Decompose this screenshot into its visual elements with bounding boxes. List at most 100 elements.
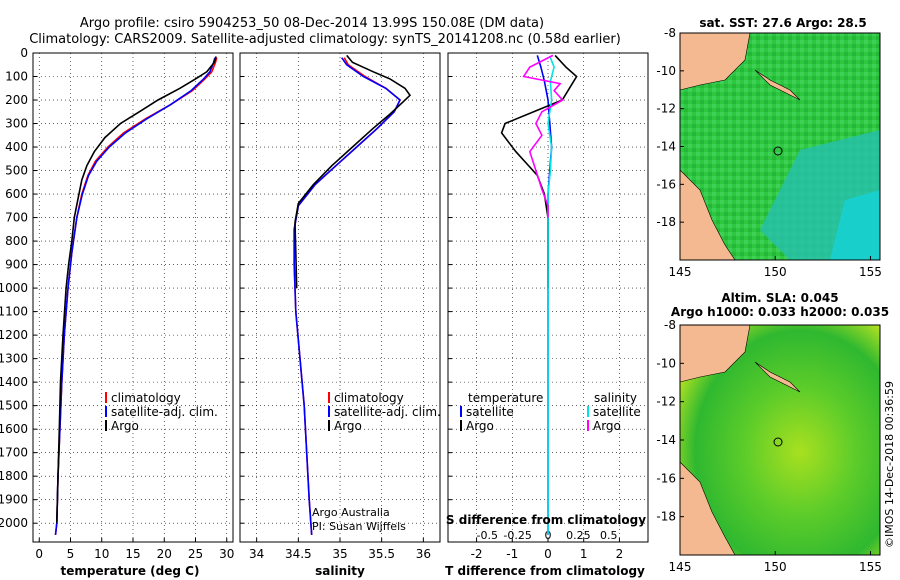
legend-climatology-label: climatology: [111, 391, 181, 405]
map-x-tick-label: 150: [764, 560, 787, 574]
depth-tick-label: 1100: [0, 305, 28, 319]
legend-s-satellite-label: satellite: [593, 405, 641, 419]
salinity-tick-labels: 34 34.5 35 35.5 36: [249, 547, 431, 561]
depth-tick-label: 200: [5, 93, 28, 107]
depth-tick-label: 1600: [0, 422, 28, 436]
sst-map-title: sat. SST: 27.6 Argo: 28.5: [699, 16, 866, 30]
temperature-gridlines: [33, 52, 233, 542]
map-y-tick-label: -14: [656, 433, 676, 447]
x-tick-label: 1: [580, 547, 588, 561]
map-x-tick-label: 150: [764, 265, 787, 279]
map-x-tick-label: 145: [669, 560, 692, 574]
legend-satellite-label: satellite-adj. clim.: [111, 405, 218, 419]
legend-satellite-label: satellite-adj. clim.: [334, 405, 441, 419]
x-tick-label: 35: [332, 547, 347, 561]
x-tick-label: 34: [249, 547, 264, 561]
series-line-s-argo: [522, 54, 564, 218]
map-x-tick-label: 155: [859, 265, 882, 279]
map-y-tick-label: -16: [656, 471, 676, 485]
map-y-tick-label: -16: [656, 177, 676, 191]
temperature-xlabel: temperature (deg C): [61, 564, 200, 578]
series-line-satellite-adj-clim-: [54, 57, 216, 535]
x-tick-label: -2: [471, 547, 483, 561]
depth-tick-label: 900: [5, 258, 28, 272]
s-tick-label: 0.5: [600, 529, 618, 542]
depth-tick-label: 1400: [0, 375, 28, 389]
depth-tick-label: 1500: [0, 399, 28, 413]
legend-climatology-label: climatology: [334, 391, 404, 405]
depth-tick-label: 1700: [0, 446, 28, 460]
depth-tick-label: 500: [5, 164, 28, 178]
depth-tick-label: 1800: [0, 469, 28, 483]
x-tick-label: 34.5: [285, 547, 312, 561]
title-line1: Argo profile: csiro 5904253_50 08-Dec-20…: [80, 16, 544, 31]
legend-s-argo-label: Argo: [593, 419, 621, 433]
series-line-climatology: [293, 57, 401, 535]
island-chain: [754, 361, 801, 393]
depth-tick-label: 100: [5, 70, 28, 84]
map-y-tick-label: -12: [656, 395, 676, 409]
series-line-t-satellite: [536, 55, 553, 535]
annotation-line2: PI: Susan Wijffels: [312, 520, 406, 533]
map-y-tick-label: -14: [656, 140, 676, 154]
temperature-series: [54, 56, 218, 535]
x-tick-label: 36: [416, 547, 431, 561]
s-tick-label: -0.25: [503, 529, 531, 542]
x-tick-label: -1: [506, 547, 518, 561]
island-chain: [754, 69, 801, 101]
salinity-legend: climatology satellite-adj. clim. Argo Ar…: [312, 391, 441, 533]
map-y-tick-label: -10: [656, 64, 676, 78]
depth-tick-label: 800: [5, 234, 28, 248]
map-y-tick-label: -18: [656, 510, 676, 524]
x-tick-label: 35.5: [368, 547, 395, 561]
series-line-s-satellite: [547, 57, 555, 535]
legend-t-satellite-label: satellite: [466, 405, 514, 419]
depth-tick-label: 0: [20, 46, 28, 60]
series-line-t-argo: [500, 54, 578, 289]
salinity-series: [293, 54, 412, 535]
s-tick-label: 0.25: [566, 529, 591, 542]
x-tick-label: 20: [157, 547, 172, 561]
legend-t-argo-label: Argo: [466, 419, 494, 433]
s-tick-label: 0: [545, 529, 552, 542]
temperature-tick-labels: 0 5 10 15 20 25 30: [35, 547, 234, 561]
sst-map-ticks: 145 150 155 -8 -10 -12 -14 -16 -18: [656, 26, 882, 279]
difference-legend: temperature salinity satellite Argo sate…: [460, 391, 641, 433]
sla-map-ticks: 145 150 155 -8 -10 -12 -14 -16 -18: [656, 318, 882, 574]
depth-tick-labels: 0 100 200 300 400 500 600 700 800 900 1000 1100 1200…: [0, 46, 28, 530]
s-difference-xlabel: S difference from climatology: [446, 513, 646, 527]
depth-tick-label: 1200: [0, 328, 28, 342]
legend-temperature-header: temperature: [468, 391, 543, 405]
depth-tick-label: 2000: [0, 516, 28, 530]
series-line-argo: [56, 56, 217, 524]
s-tick-label: -0.5: [477, 529, 498, 542]
annotation-line1: Argo Australia: [312, 506, 390, 519]
footer-timestamp: ©IMOS 14-Dec-2018 00:36:59: [883, 381, 896, 548]
float-position-marker: [773, 437, 783, 447]
map-y-tick-label: -18: [656, 215, 676, 229]
float-position-marker: [773, 146, 783, 156]
depth-tick-label: 1300: [0, 352, 28, 366]
x-tick-label: 30: [219, 547, 234, 561]
title-line2: Climatology: CARS2009. Satellite-adjuste…: [29, 32, 621, 47]
difference-series: [500, 54, 578, 535]
x-tick-label: 5: [67, 547, 75, 561]
map-x-tick-label: 145: [669, 265, 692, 279]
depth-tick-label: 600: [5, 187, 28, 201]
depth-tick-label: 1900: [0, 493, 28, 507]
x-tick-label: 25: [188, 547, 203, 561]
sla-map: 145 150 155 -8 -10 -12 -14 -16 -18: [656, 318, 882, 574]
sst-map: 145 150 155 -8 -10 -12 -14 -16 -18: [656, 26, 882, 279]
series-line-satellite-adj-clim-: [293, 57, 401, 535]
depth-tick-label: 700: [5, 211, 28, 225]
legend-salinity-header: salinity: [594, 391, 637, 405]
depth-tick-label: 300: [5, 117, 28, 131]
x-tick-label: 10: [94, 547, 109, 561]
map-y-tick-label: -8: [664, 26, 676, 40]
legend-argo-label: Argo: [334, 419, 362, 433]
difference-tick-labels: -2 -1 0 1 2: [471, 547, 624, 561]
map-y-tick-label: -8: [664, 318, 676, 332]
sla-map-title: Altim. SLA: 0.045: [721, 291, 838, 305]
